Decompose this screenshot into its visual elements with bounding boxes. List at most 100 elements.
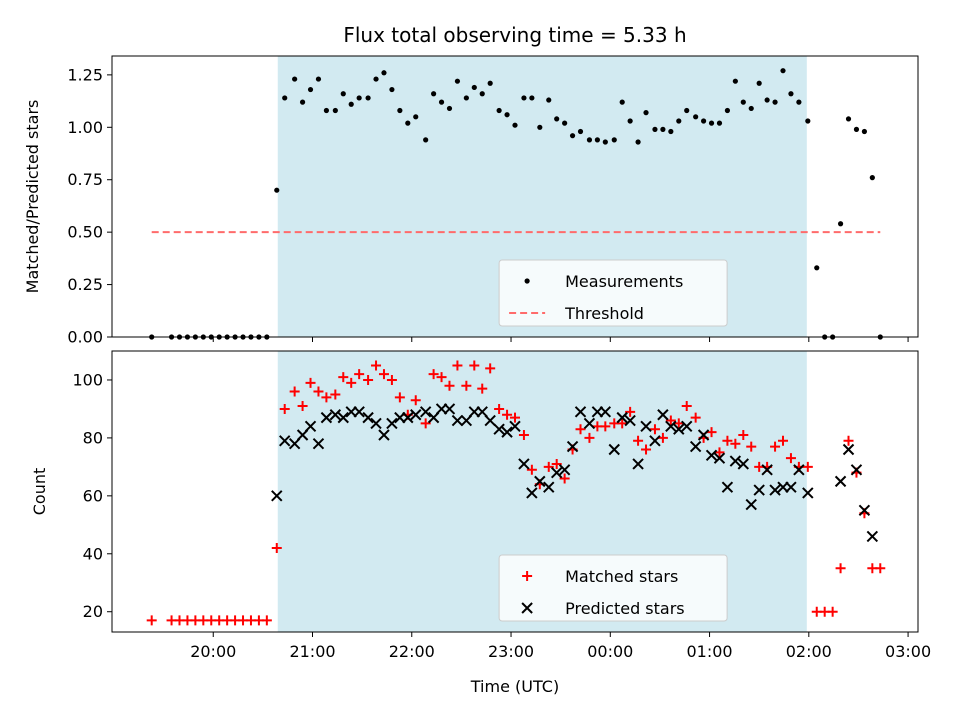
matched-stars-point xyxy=(477,383,488,394)
matched-stars-point xyxy=(665,415,676,426)
measurements-point xyxy=(724,107,731,114)
measurements-point xyxy=(479,91,485,97)
matched-stars-point xyxy=(271,542,282,553)
measurements-point xyxy=(512,122,518,128)
measurements-point xyxy=(660,126,666,132)
matched-stars-point xyxy=(321,392,332,403)
measurements-point xyxy=(356,95,362,101)
matched-stars-point xyxy=(706,427,717,438)
predicted-stars-point xyxy=(753,484,765,496)
measurements-point xyxy=(463,95,469,101)
matched-stars-point xyxy=(681,401,692,412)
measurements-point xyxy=(693,114,699,120)
predicted-stars-point xyxy=(304,420,317,433)
predicted-stars-point xyxy=(509,420,521,433)
x-tick-label: 02:00 xyxy=(786,642,832,661)
legend-label: Predicted stars xyxy=(565,599,685,618)
matched-stars-point xyxy=(802,461,813,472)
matched-stars-point xyxy=(410,395,421,406)
measurements-point xyxy=(299,99,306,105)
matched-stars-point xyxy=(843,435,854,446)
predicted-stars-point xyxy=(574,406,587,418)
matched-stars-point xyxy=(510,412,520,423)
matched-stars-point xyxy=(778,435,789,446)
measurements-point xyxy=(796,99,802,105)
matched-stars-point xyxy=(641,444,652,455)
matched-stars-point xyxy=(469,360,480,371)
predicted-stars-point xyxy=(451,414,464,427)
measurements-point xyxy=(668,128,674,135)
measurements-point xyxy=(365,95,371,101)
measurements-point xyxy=(537,124,543,130)
matched-stars-point xyxy=(722,435,733,446)
axes-frame xyxy=(111,350,919,633)
measurements-point xyxy=(332,107,338,114)
measurements-point xyxy=(861,128,867,135)
matched-stars-point xyxy=(518,430,529,441)
measurements-point xyxy=(845,116,852,122)
predicted-stars-point xyxy=(681,420,693,433)
legend-marker xyxy=(521,602,533,614)
measurements-point xyxy=(340,91,346,97)
matched-stars-point xyxy=(875,563,886,574)
measurements-point xyxy=(643,110,649,116)
matched-stars-point xyxy=(378,369,389,380)
y-tick-label: 100 xyxy=(72,370,103,389)
measurements-point xyxy=(307,86,314,93)
measurements-point xyxy=(586,137,593,143)
y-tick-label: 0.75 xyxy=(67,170,103,189)
predicted-stars-point xyxy=(402,411,414,424)
measurements-point xyxy=(869,175,875,181)
matched-stars-point xyxy=(730,438,741,449)
matched-stars-point xyxy=(297,401,308,412)
predicted-stars-point xyxy=(353,406,365,418)
matched-stars-point xyxy=(575,424,586,435)
predicted-stars-point xyxy=(279,435,291,447)
predicted-stars-point xyxy=(665,420,677,433)
matched-stars-point xyxy=(305,377,316,388)
measurements-point xyxy=(676,118,682,124)
bottom-panel: 20 40 60 80 100 20:00 21:00 22:00 23:00 00:00 01:0… xyxy=(30,350,931,661)
legend-box xyxy=(498,554,728,622)
matched-stars-point xyxy=(330,389,341,400)
predicted-stars-point xyxy=(689,440,702,453)
predicted-stars-point xyxy=(534,475,546,488)
measurements-point xyxy=(471,84,477,91)
predicted-stars-point xyxy=(785,481,797,493)
matched-stars-point xyxy=(461,380,472,391)
predicted-stars-point xyxy=(608,443,620,456)
x-tick-label: 01:00 xyxy=(686,642,732,661)
predicted-stars-point xyxy=(834,475,847,488)
predicted-stars-point xyxy=(729,455,742,467)
y-tick-label: 60 xyxy=(83,486,103,505)
measurements-point xyxy=(853,126,860,132)
measurements-point xyxy=(748,105,754,112)
predicted-stars-point xyxy=(583,417,596,430)
predicted-stars-point xyxy=(705,449,718,461)
legend-marker xyxy=(522,571,533,581)
matched-stars-point xyxy=(649,424,660,435)
measurements-point xyxy=(348,101,354,107)
matched-stars-point xyxy=(279,403,290,414)
predicted-stars-point xyxy=(640,420,652,433)
predicted-stars-point xyxy=(761,464,773,476)
measurements-point xyxy=(577,128,584,135)
predicted-stars-point xyxy=(320,411,333,424)
predicted-stars-point xyxy=(493,423,505,435)
measurements-point xyxy=(569,133,576,139)
matched-stars-point xyxy=(436,372,447,383)
predicted-stars-point xyxy=(419,406,432,418)
measurements-point xyxy=(562,120,568,126)
matched-stars-point xyxy=(338,372,349,383)
matched-stars-point xyxy=(313,386,324,397)
matched-stars-point xyxy=(746,441,757,452)
predicted-stars-point xyxy=(697,429,710,441)
legend-label: Measurements xyxy=(565,272,683,291)
predicted-stars-point xyxy=(362,411,374,424)
matched-stars-point xyxy=(625,406,636,417)
matched-stars-point xyxy=(386,374,397,385)
predicted-stars-point xyxy=(599,406,612,418)
matched-stars-point xyxy=(261,615,272,626)
measurements-point xyxy=(487,80,493,86)
